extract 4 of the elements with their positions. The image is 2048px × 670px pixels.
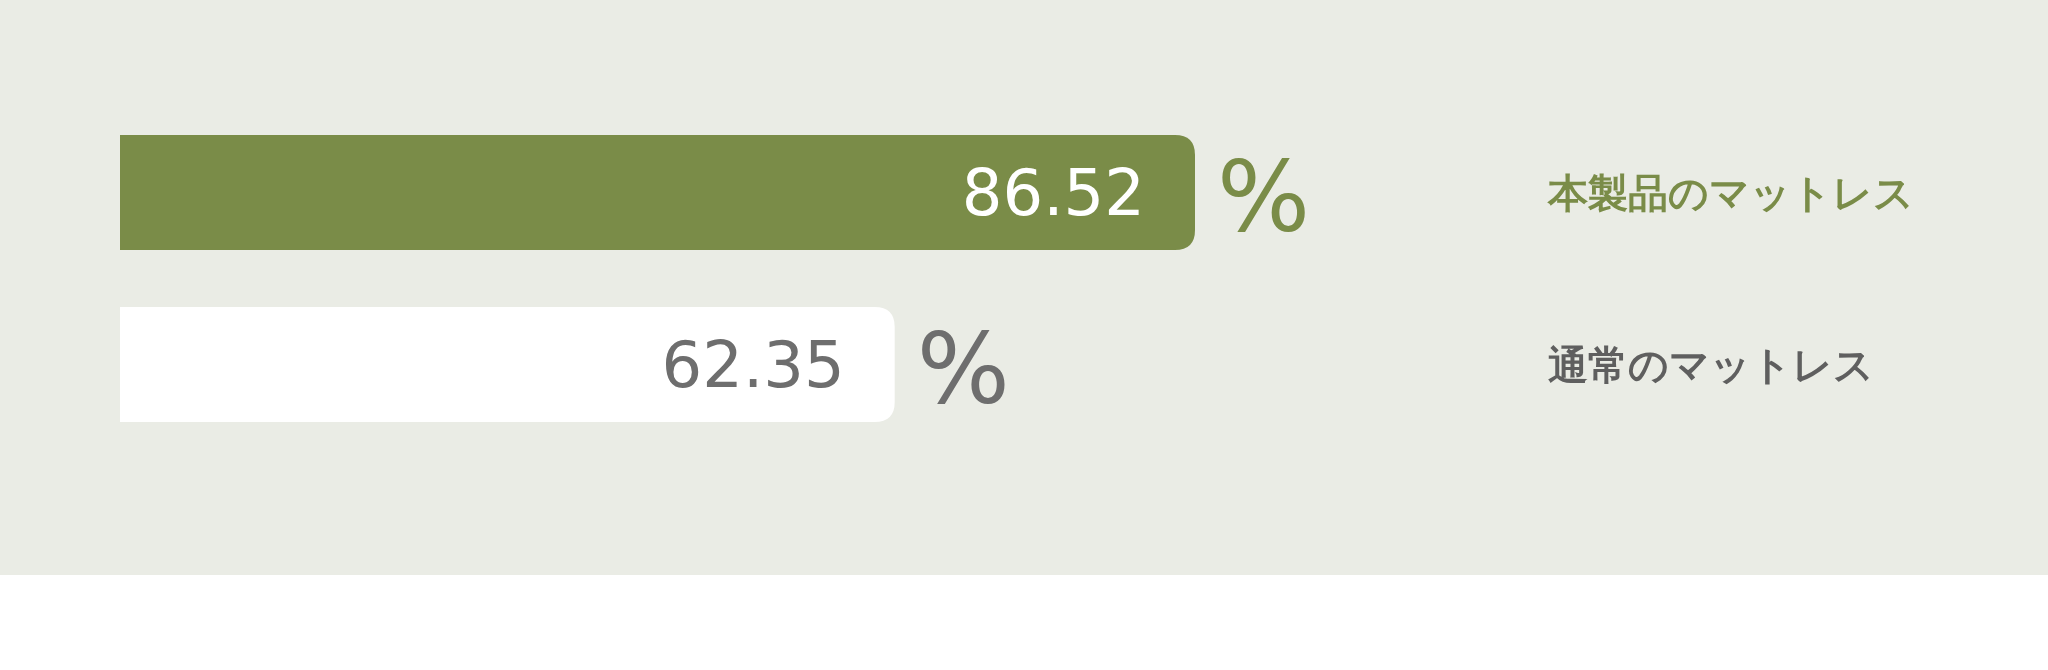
data-label: 86.52 %: [961, 139, 1311, 254]
y-tick-label: 本製品のマットレス: [1547, 169, 1914, 216]
data-label: 62.35 %: [661, 311, 1010, 426]
y-tick-label: 通常のマットレス: [1548, 341, 1874, 388]
